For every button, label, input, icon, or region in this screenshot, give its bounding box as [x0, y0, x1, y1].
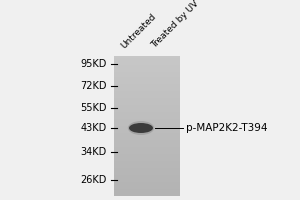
Bar [114, 173, 180, 175]
Bar [114, 84, 180, 86]
Text: 72KD: 72KD [80, 81, 106, 91]
Text: Untreated: Untreated [120, 11, 158, 50]
Bar [114, 89, 180, 91]
Bar [114, 194, 180, 196]
Bar [114, 166, 180, 168]
Bar [114, 140, 180, 142]
Bar [114, 161, 180, 163]
Bar [114, 58, 180, 61]
Bar [114, 77, 180, 79]
Bar [114, 191, 180, 194]
Bar [114, 110, 180, 112]
Bar [114, 149, 180, 152]
Bar [114, 98, 180, 100]
Bar [114, 175, 180, 177]
Bar [114, 131, 180, 133]
Bar [114, 61, 180, 63]
Bar [114, 177, 180, 180]
Bar [114, 93, 180, 96]
Bar [114, 180, 180, 182]
Bar [114, 147, 180, 149]
Bar [114, 70, 180, 72]
Bar [114, 63, 180, 65]
Bar [114, 156, 180, 159]
Bar [114, 91, 180, 93]
Bar [114, 138, 180, 140]
Bar [114, 82, 180, 84]
Text: 95KD: 95KD [80, 59, 106, 69]
Bar [114, 86, 180, 89]
Bar [114, 187, 180, 189]
Bar [114, 128, 180, 131]
Text: 34KD: 34KD [80, 147, 106, 157]
Ellipse shape [129, 123, 153, 133]
Text: 26KD: 26KD [80, 175, 106, 185]
Bar [114, 159, 180, 161]
Ellipse shape [128, 121, 154, 135]
Bar [114, 126, 180, 128]
Bar [114, 117, 180, 119]
Text: 55KD: 55KD [80, 103, 106, 113]
Bar [114, 119, 180, 121]
Bar [114, 189, 180, 191]
Bar [114, 105, 180, 107]
Bar [114, 112, 180, 114]
Bar [114, 72, 180, 75]
Bar [114, 68, 180, 70]
Text: 43KD: 43KD [80, 123, 106, 133]
Bar [114, 103, 180, 105]
Bar [114, 100, 180, 103]
Bar [114, 182, 180, 184]
Bar [114, 152, 180, 154]
Bar [114, 142, 180, 145]
Bar [114, 154, 180, 156]
Bar [114, 133, 180, 135]
Bar [114, 75, 180, 77]
Bar [114, 163, 180, 166]
Bar [114, 168, 180, 170]
Bar [114, 121, 180, 124]
Text: Treated by UV: Treated by UV [150, 0, 201, 50]
Bar [114, 145, 180, 147]
Bar [114, 135, 180, 138]
Bar [114, 107, 180, 110]
Bar [114, 114, 180, 117]
Bar [114, 65, 180, 68]
Bar [114, 170, 180, 173]
Bar [114, 79, 180, 82]
Bar [114, 124, 180, 126]
Bar [114, 96, 180, 98]
Text: p-MAP2K2-T394: p-MAP2K2-T394 [186, 123, 268, 133]
Bar [114, 56, 180, 58]
Bar [114, 184, 180, 187]
